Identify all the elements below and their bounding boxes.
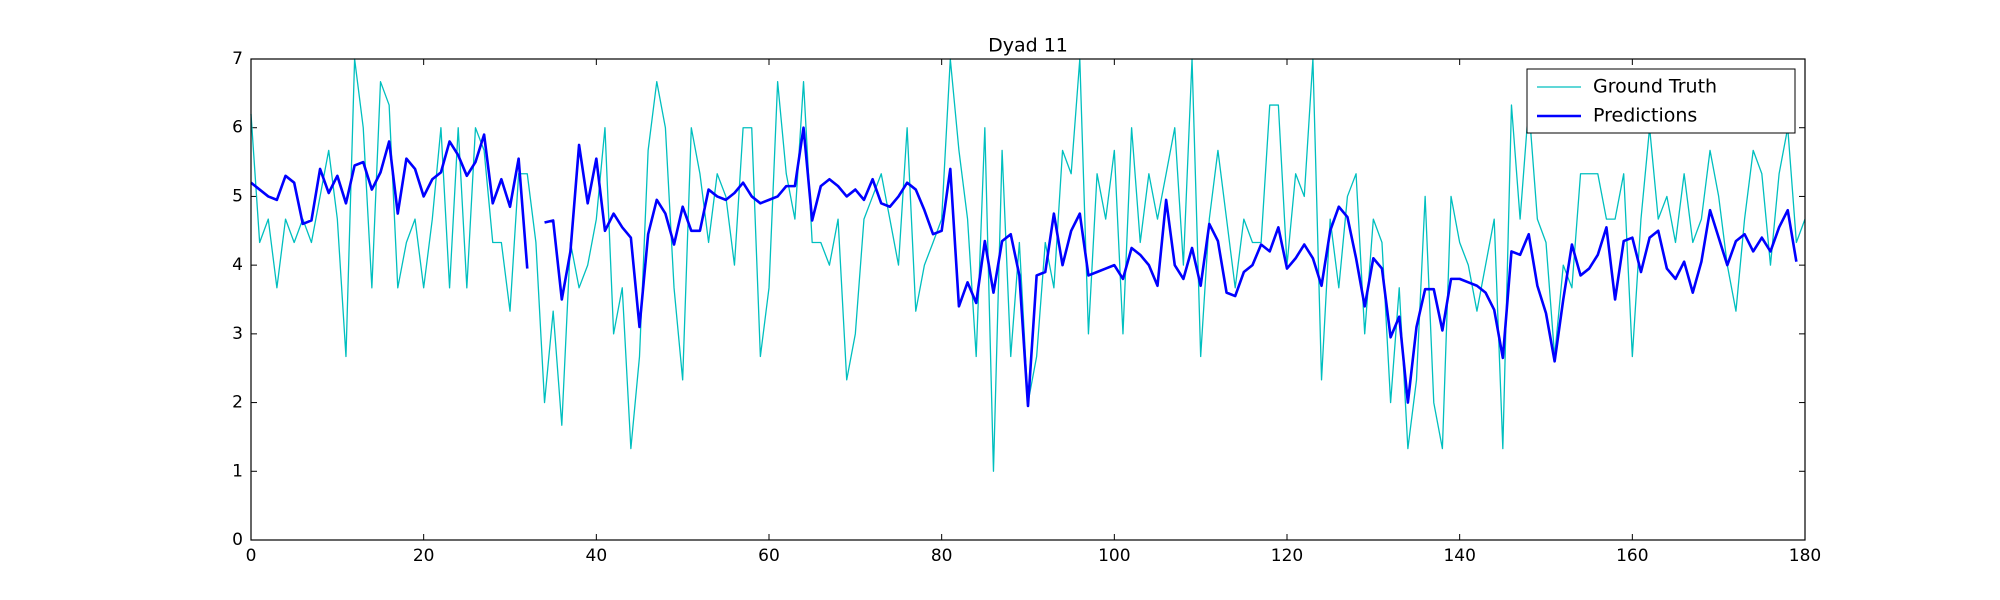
legend-label: Ground Truth <box>1593 76 1717 98</box>
y-tick-label: 7 <box>232 49 243 69</box>
x-tick-label: 180 <box>1789 546 1821 566</box>
legend-box <box>1526 68 1796 134</box>
y-tick-label: 4 <box>232 255 243 275</box>
plot-frame <box>250 58 1806 541</box>
chart-title: Dyad 11 <box>988 35 1068 57</box>
y-tick-label: 6 <box>232 118 243 138</box>
y-tick-label: 1 <box>232 461 243 481</box>
y-tick-label: 2 <box>232 393 243 413</box>
legend-label: Predictions <box>1593 105 1697 127</box>
x-tick-label: 100 <box>1098 546 1130 566</box>
y-tick-label: 0 <box>232 530 243 550</box>
x-tick-label: 60 <box>758 546 780 566</box>
x-tick-label: 140 <box>1443 546 1475 566</box>
x-tick-label: 120 <box>1271 546 1303 566</box>
x-tick-label: 40 <box>586 546 608 566</box>
x-tick-label: 20 <box>413 546 435 566</box>
y-tick-label: 3 <box>232 324 243 344</box>
x-tick-label: 80 <box>931 546 953 566</box>
x-tick-label: 0 <box>246 546 257 566</box>
data-line <box>250 126 1798 408</box>
y-tick-label: 5 <box>232 186 243 206</box>
x-tick-label: 160 <box>1616 546 1648 566</box>
